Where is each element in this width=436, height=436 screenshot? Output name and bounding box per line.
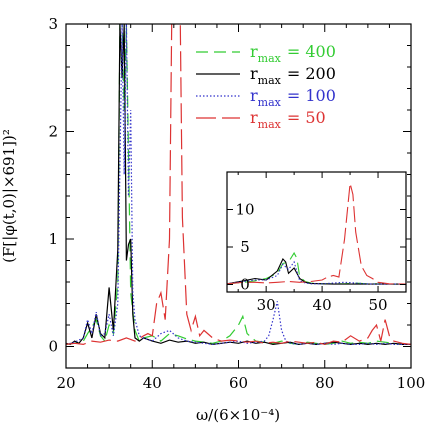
x-tick-label: 80 xyxy=(315,374,334,392)
inset-frame xyxy=(226,171,407,293)
x-tick-label: 60 xyxy=(229,374,248,392)
y-tick-label: 0 xyxy=(48,338,58,356)
x-tick-label: 100 xyxy=(397,374,426,392)
inset-x-tick-label: 50 xyxy=(368,296,387,314)
series-line-1 xyxy=(66,24,411,346)
inset-series-line-3 xyxy=(227,183,406,285)
y-axis-title: (F[|φ(t,0)|×691])² xyxy=(0,129,18,263)
inset-y-tick-label: 5 xyxy=(240,238,250,256)
legend-label-0: rmax = 400 xyxy=(250,42,336,65)
inset-y-tick-label: 10 xyxy=(235,201,254,219)
legend-label-2: rmax = 100 xyxy=(250,86,336,109)
x-axis-title: ω/(6×10⁻⁴) xyxy=(196,406,280,424)
main-series-group xyxy=(66,24,411,346)
x-tick-label: 20 xyxy=(56,374,75,392)
y-tick-label: 3 xyxy=(48,15,58,33)
inset-x-tick-label: 30 xyxy=(257,296,276,314)
inset-background xyxy=(227,172,406,292)
inset-series-group xyxy=(227,183,406,285)
y-tick-label: 1 xyxy=(48,230,58,248)
x-tick-label: 40 xyxy=(143,374,162,392)
inset-series-line-2 xyxy=(227,260,406,285)
series-line-3 xyxy=(66,24,411,346)
inset-ticks-group: 30 40 50 0 5 10 xyxy=(227,172,407,314)
y-tick-label: 2 xyxy=(48,123,58,141)
inset-y-tick-label: 0 xyxy=(240,276,250,294)
inset-x-tick-label: 40 xyxy=(313,296,332,314)
series-line-0 xyxy=(66,24,411,346)
inset-series-line-1 xyxy=(227,258,406,285)
legend-label-3: rmax = 50 xyxy=(250,108,326,131)
series-line-2 xyxy=(66,24,411,346)
legend-label-1: rmax = 200 xyxy=(250,64,336,87)
